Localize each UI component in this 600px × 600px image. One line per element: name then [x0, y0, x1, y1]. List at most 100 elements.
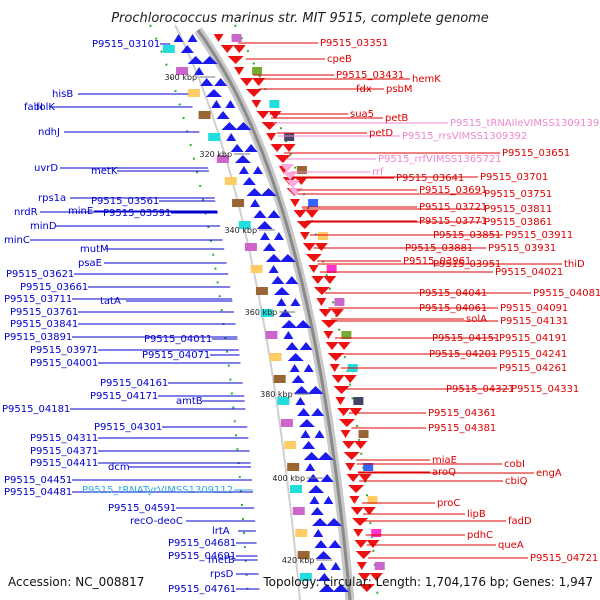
gene-label-right[interactable]: petB — [385, 113, 408, 124]
gene-label-right[interactable]: miaE — [432, 455, 457, 466]
gene-label-left[interactable]: P9515_03711 — [4, 294, 72, 305]
gene-label-right[interactable]: petD — [369, 128, 393, 139]
gene-label-left[interactable]: P9515_04011 — [144, 334, 212, 345]
gene-label-left[interactable]: P9515_04411 — [30, 458, 98, 469]
gene-label-left[interactable]: P9515_03101 — [92, 39, 160, 50]
gene-label-right[interactable]: aroQ — [432, 467, 456, 478]
gene-label-left[interactable]: P9515_03661 — [20, 282, 88, 293]
gene-label-left[interactable]: P9515_04691 — [168, 551, 236, 562]
gene-label-left[interactable]: minE — [68, 206, 93, 217]
gene-label-left[interactable]: P9515_03971 — [30, 345, 98, 356]
gene-label-right[interactable]: P9515_04191 — [499, 333, 567, 344]
gene-label-right[interactable]: cpeB — [327, 54, 352, 65]
gene-label-left[interactable]: mutM — [80, 244, 109, 255]
gene-label-right[interactable]: P9515_04201 — [429, 349, 497, 360]
gene-label-left[interactable]: P9515_04371 — [30, 446, 98, 457]
gene-label-right[interactable]: P9515_03641 — [396, 173, 464, 184]
gene-label-right[interactable]: P9515_03961 — [403, 256, 471, 267]
gene-label-right[interactable]: rrf — [372, 167, 384, 178]
gene-label-left[interactable]: P9515_03591 — [103, 208, 171, 219]
gene-label-right[interactable]: P9515_04241 — [499, 349, 567, 360]
gene-label-right[interactable]: sua5 — [350, 109, 374, 120]
gene-label-right[interactable]: P9515_04061 — [419, 303, 487, 314]
gene-label-left[interactable]: P9515_04481 — [4, 487, 72, 498]
gene-label-right[interactable]: proC — [437, 498, 460, 509]
gene-label-left[interactable]: P9515_04451 — [4, 475, 72, 486]
gene-label-left[interactable]: nrdR — [14, 207, 38, 218]
gene-label-left[interactable]: P9515_04001 — [30, 358, 98, 369]
gene-label-left[interactable]: P9515_04311 — [30, 433, 98, 444]
gene-label-right[interactable]: P9515_03651 — [502, 148, 570, 159]
gene-label-left[interactable]: metB — [208, 555, 235, 566]
gene-label-left[interactable]: folK — [36, 102, 55, 113]
gene-label-left[interactable]: minD — [30, 221, 57, 232]
gene-label-left[interactable]: uvrD — [34, 163, 58, 174]
gene-label-left[interactable]: rps1a — [38, 193, 66, 204]
gene-label-left[interactable]: P9515_04301 — [94, 422, 162, 433]
gene-label-right[interactable]: cbiQ — [505, 476, 528, 487]
gene-label-right[interactable]: pdhC — [467, 530, 493, 541]
gene-label-right[interactable]: P9515_04131 — [500, 316, 568, 327]
gene-label-right[interactable]: P9515_04261 — [499, 363, 567, 374]
gene-label-right[interactable]: P9515_03751 — [484, 189, 552, 200]
gene-label-right[interactable]: P9515_03861 — [484, 217, 552, 228]
gene-label-left[interactable]: hisB — [52, 89, 73, 100]
gene-label-right[interactable]: P9515_04361 — [428, 408, 496, 419]
gene-label-right[interactable]: P9515_04151 — [432, 333, 500, 344]
gene-label-left[interactable]: dcm — [108, 462, 130, 473]
gene-label-left[interactable]: rpsD — [210, 569, 234, 580]
gene-label-left[interactable]: P9515_04181 — [2, 404, 70, 415]
gene-label-right[interactable]: fadD — [508, 516, 532, 527]
gene-label-right[interactable]: P9515_03701 — [480, 172, 548, 183]
gene-label-right[interactable]: thiD — [564, 259, 585, 270]
gene-label-right[interactable]: cobI — [504, 459, 525, 470]
gene-label-right[interactable]: P9515_04721 — [530, 553, 598, 564]
gene-label-left[interactable]: P9515_03761 — [10, 307, 78, 318]
gene-label-right[interactable]: queA — [498, 540, 524, 551]
gene-label-left[interactable]: P9515_04071 — [142, 350, 210, 361]
gene-label-left[interactable]: psaE — [78, 258, 102, 269]
gene-label-left[interactable]: P9515_03561 — [91, 196, 159, 207]
gene-label-right[interactable]: P9515_03851 — [433, 230, 501, 241]
gene-label-right[interactable]: P9515_04041 — [419, 288, 487, 299]
gene-label-left[interactable]: P9515_04761 — [168, 584, 236, 595]
gene-label-left[interactable]: ndhJ — [38, 127, 60, 138]
gene-label-right[interactable]: P9515_03431 — [336, 70, 404, 81]
gene-label-left[interactable]: minC — [4, 235, 30, 246]
gene-label-right[interactable]: P9515_04331 — [511, 384, 579, 395]
gene-label-right[interactable]: fdx — [356, 84, 372, 95]
gene-label-left[interactable]: P9515_04591 — [108, 503, 176, 514]
gene-label-left[interactable]: tatA — [100, 296, 121, 307]
gene-label-left[interactable]: P9515_tRNATyrVIMSS1309112 — [82, 485, 233, 496]
gene-label-right[interactable]: P9515_03691 — [419, 185, 487, 196]
gene-label-left[interactable]: P9515_03891 — [4, 332, 72, 343]
gene-label-right[interactable]: P9515_04321 — [446, 384, 514, 395]
gene-label-left[interactable]: recO-deoC — [130, 516, 183, 527]
gene-label-right[interactable]: P9515_03911 — [505, 230, 573, 241]
gene-label-right[interactable]: P9515_03931 — [488, 243, 556, 254]
gene-label-right[interactable]: P9515_03351 — [320, 38, 388, 49]
gene-label-right[interactable]: P9515_04381 — [428, 423, 496, 434]
gene-label-right[interactable]: P9515_03951 — [433, 259, 501, 270]
gene-label-right[interactable]: hemK — [412, 74, 441, 85]
gene-label-right[interactable]: P9515_03771 — [419, 216, 487, 227]
gene-label-right[interactable]: engA — [536, 468, 562, 479]
gene-label-left[interactable]: P9515_04681 — [168, 538, 236, 549]
gene-label-right[interactable]: P9515_03881 — [405, 243, 473, 254]
gene-label-left[interactable]: P9515_03621 — [6, 269, 74, 280]
gene-label-right[interactable]: P9515_04021 — [495, 267, 563, 278]
gene-label-right[interactable]: P9515_03811 — [484, 204, 552, 215]
gene-label-right[interactable]: P9515_03721 — [419, 202, 487, 213]
gene-label-right[interactable]: lipB — [467, 509, 486, 520]
gene-label-left[interactable]: metK — [91, 166, 118, 177]
gene-label-left[interactable]: P9515_04161 — [100, 378, 168, 389]
gene-label-left[interactable]: P9515_03841 — [10, 319, 78, 330]
gene-label-right[interactable]: P9515_tRNAIleVIMSS1309139 — [450, 118, 599, 129]
gene-label-right[interactable]: psbM — [386, 84, 413, 95]
gene-label-right[interactable]: P9515_rrsVIMSS1309392 — [402, 131, 527, 142]
gene-label-left[interactable]: P9515_04171 — [90, 391, 158, 402]
gene-label-left[interactable]: fabI — [24, 102, 43, 113]
gene-label-left[interactable]: amtB — [176, 396, 203, 407]
gene-label-right[interactable]: solA — [466, 314, 487, 325]
gene-label-right[interactable]: P9515_04081 — [533, 288, 600, 299]
